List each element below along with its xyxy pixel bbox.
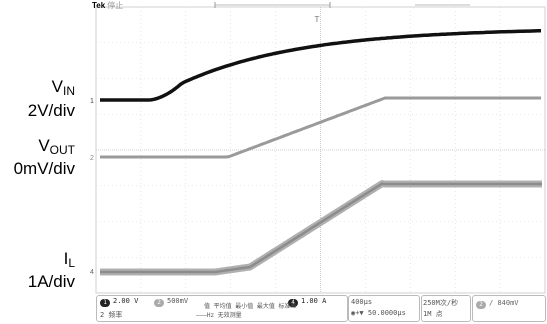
- status-bar: 1 2.00 V 2 500mV 4 1.00 A 值 平均值 最小值 最大值 标准差…: [96, 295, 546, 322]
- record-position-bar: [214, 2, 470, 8]
- acquisition-mode: 停止: [107, 1, 124, 10]
- trigger-box[interactable]: [472, 295, 546, 322]
- il-waveform: [100, 182, 542, 274]
- il-label-symbol: I: [63, 249, 69, 268]
- trigger-level: 840mV: [497, 299, 519, 307]
- trigger-position-readout: ◉+▼ 50.0000μs: [351, 309, 406, 317]
- trigger-readout: 2/ 840mV: [476, 299, 519, 309]
- vin-scale-label: 2V/div: [27, 101, 75, 120]
- vout-label-symbol: V: [38, 136, 50, 155]
- il-scale-label: 1A/div: [27, 272, 75, 291]
- ch4-scale-readout[interactable]: 4 1.00 A: [288, 297, 326, 307]
- timebase-box[interactable]: [348, 295, 420, 322]
- measurement-frequency: 2 频率: [100, 311, 123, 319]
- vin-label-subscript: IN: [63, 84, 75, 98]
- tek-brand: Tek: [92, 1, 106, 10]
- record-length-readout: 1M 点: [423, 310, 443, 318]
- ch2-ground-marker: 2: [90, 155, 94, 162]
- timebase-readout: 400μs: [351, 298, 373, 306]
- trigger-channel-chip: 2: [476, 301, 486, 309]
- vout-waveform: [100, 96, 541, 159]
- vout-label: VOUT: [38, 137, 75, 159]
- vout-scale-label: 0mV/div: [13, 159, 75, 178]
- measurement-stats-header: 值 平均值 最小值 最大值 标准差: [204, 303, 297, 310]
- ch2-chip: 2: [154, 299, 164, 307]
- measurement-value: ———Hz 无效测量: [196, 312, 242, 319]
- ch1-scale-readout[interactable]: 1 2.00 V: [100, 297, 138, 307]
- vin-waveform: [100, 29, 541, 102]
- il-label: IL: [64, 250, 75, 272]
- ch4-ground-marker: 4: [90, 269, 94, 276]
- ch1-scale: 2.00 V: [113, 297, 139, 305]
- ch2-scale: 500mV: [167, 297, 189, 305]
- vout-label-subscript: OUT: [49, 143, 75, 157]
- vin-label: VIN: [52, 78, 75, 100]
- acquisition-box[interactable]: [421, 295, 471, 322]
- ch1-ground-marker: 1: [90, 98, 94, 105]
- ch4-scale: 1.00 A: [301, 297, 327, 305]
- il-label-subscript: L: [68, 256, 75, 270]
- channel-readout-box: [96, 295, 348, 322]
- trigger-slope: /: [489, 299, 494, 307]
- ch1-chip: 1: [100, 299, 110, 307]
- sample-rate-readout: 250M次/秒: [423, 299, 459, 307]
- trigger-position-marker: T: [315, 15, 320, 24]
- vin-label-symbol: V: [51, 77, 63, 96]
- tek-logo: Tek 停止: [92, 0, 123, 11]
- ch4-chip: 4: [288, 299, 298, 307]
- ch2-scale-readout[interactable]: 2 500mV: [154, 297, 188, 307]
